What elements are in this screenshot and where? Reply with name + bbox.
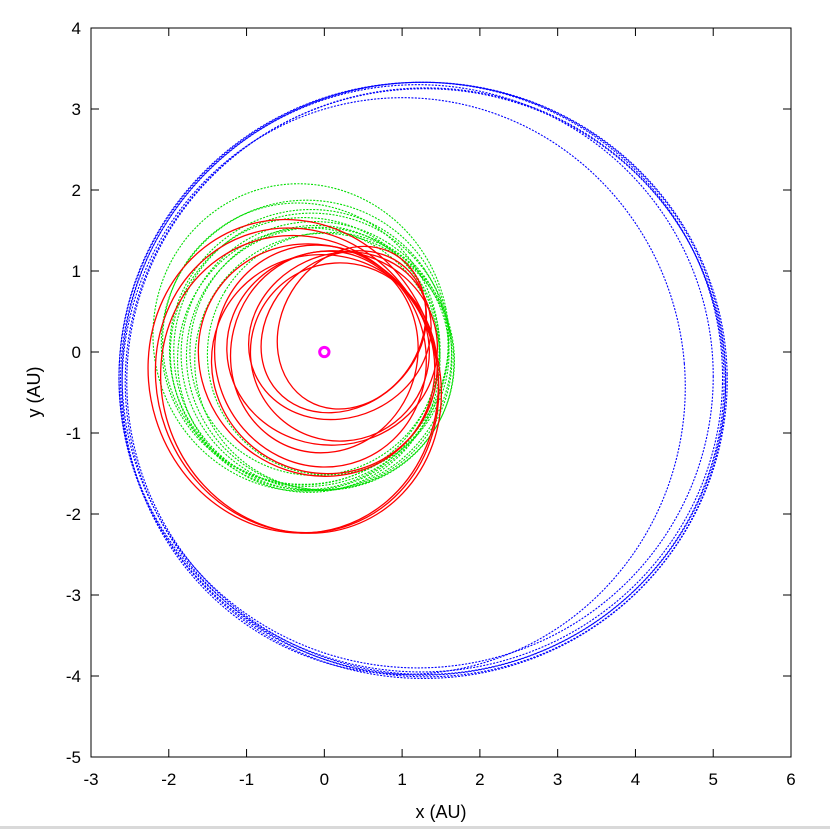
orbit-path — [213, 244, 427, 468]
x-tick-label: 6 — [786, 770, 795, 789]
x-tick-label: -1 — [239, 770, 254, 789]
orbit-path — [169, 217, 440, 491]
x-tick-label: 0 — [320, 770, 329, 789]
orbit-path — [159, 234, 443, 534]
orbit-path — [147, 218, 440, 534]
window-bottom-edge — [0, 826, 830, 829]
central-body-marker — [318, 345, 331, 359]
x-tick-label: 2 — [475, 770, 484, 789]
x-tick-label: 4 — [631, 770, 640, 789]
axis-ticks — [90, 27, 792, 758]
orbit-path — [120, 81, 728, 679]
x-tick-label: -2 — [161, 770, 176, 789]
y-tick-label: -1 — [66, 424, 81, 443]
orbit-path — [126, 87, 725, 675]
orbit-path — [194, 232, 455, 491]
y-axis-title: y (AU) — [24, 367, 44, 418]
orbit-path — [152, 183, 450, 492]
orbit-path — [229, 250, 419, 454]
y-tick-label: -4 — [66, 667, 81, 686]
orbit-path — [118, 81, 724, 673]
y-tick-label: 4 — [72, 19, 81, 38]
orbit-path — [160, 199, 450, 485]
orbit-path — [177, 227, 441, 493]
y-tick-label: 3 — [72, 100, 81, 119]
orbit-path — [173, 212, 453, 492]
orbit-series — [152, 183, 455, 493]
x-tick-label: 1 — [397, 770, 406, 789]
orbit-series — [118, 81, 728, 679]
y-tick-label: 1 — [72, 262, 81, 281]
orbit-path — [185, 226, 455, 491]
y-tick-label: 2 — [72, 181, 81, 200]
orbit-path — [121, 84, 714, 669]
orbit-path — [162, 202, 440, 486]
x-tick-labels: -3 -2 -1 0 1 2 3 4 5 6 — [83, 770, 795, 789]
orbit-path — [124, 88, 727, 678]
central-body-layer — [318, 345, 331, 359]
y-tick-label: 0 — [72, 343, 81, 362]
x-axis-title: x (AU) — [416, 802, 467, 822]
y-tick-labels: 4 3 2 1 0 -1 -2 -3 -4 -5 — [66, 19, 81, 767]
orbit-path — [206, 231, 450, 476]
x-tick-label: -3 — [83, 770, 98, 789]
y-tick-label: -3 — [66, 586, 81, 605]
y-tick-label: -2 — [66, 505, 81, 524]
orbit-path — [189, 224, 441, 476]
orbit-path — [276, 245, 427, 410]
orbits-layer — [118, 81, 728, 679]
orbit-series — [147, 218, 443, 534]
orbit-path — [121, 97, 686, 675]
orbit-path — [249, 262, 430, 442]
plot-frame — [90, 27, 792, 758]
y-tick-label: -5 — [66, 748, 81, 767]
x-tick-label: 3 — [553, 770, 562, 789]
orbit-path — [226, 250, 439, 446]
orbit-path — [180, 221, 453, 492]
x-tick-label: 5 — [708, 770, 717, 789]
